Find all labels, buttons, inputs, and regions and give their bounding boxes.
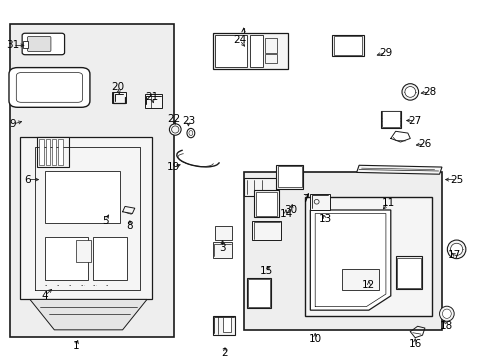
Text: 6: 6 bbox=[24, 175, 31, 185]
Bar bbox=[276, 165, 303, 189]
Text: 27: 27 bbox=[407, 116, 421, 126]
Bar bbox=[144, 94, 161, 108]
Bar bbox=[212, 242, 232, 258]
Text: 15: 15 bbox=[259, 266, 272, 276]
Bar bbox=[251, 221, 281, 240]
Bar bbox=[44, 171, 120, 222]
Bar bbox=[76, 240, 91, 262]
Bar bbox=[45, 139, 50, 165]
Text: 13: 13 bbox=[318, 214, 331, 224]
Text: 22: 22 bbox=[167, 114, 180, 124]
Text: 7: 7 bbox=[302, 194, 308, 204]
Bar bbox=[212, 33, 288, 69]
Bar bbox=[37, 137, 69, 167]
Bar bbox=[264, 38, 277, 53]
Ellipse shape bbox=[442, 309, 450, 318]
Text: 1: 1 bbox=[73, 341, 80, 351]
Bar bbox=[44, 237, 88, 280]
Bar bbox=[215, 35, 246, 67]
Text: 14: 14 bbox=[279, 208, 292, 219]
Text: 20: 20 bbox=[111, 82, 124, 91]
Ellipse shape bbox=[449, 243, 462, 256]
Bar bbox=[396, 257, 420, 288]
Bar bbox=[22, 41, 28, 48]
Bar bbox=[264, 54, 277, 63]
FancyBboxPatch shape bbox=[22, 33, 64, 55]
Text: 21: 21 bbox=[145, 92, 158, 102]
Bar bbox=[246, 278, 271, 309]
Bar bbox=[248, 279, 269, 307]
Bar bbox=[305, 198, 431, 315]
Text: 17: 17 bbox=[447, 250, 460, 260]
Bar bbox=[277, 166, 301, 188]
Bar bbox=[92, 202, 104, 212]
Text: 10: 10 bbox=[308, 334, 321, 344]
Bar bbox=[395, 256, 422, 289]
Text: 8: 8 bbox=[126, 221, 133, 231]
Ellipse shape bbox=[401, 84, 418, 100]
Bar bbox=[250, 35, 262, 67]
Bar bbox=[244, 172, 441, 330]
Text: 12: 12 bbox=[362, 280, 375, 290]
Ellipse shape bbox=[188, 131, 192, 136]
Bar bbox=[333, 36, 361, 55]
Text: 24: 24 bbox=[232, 35, 246, 45]
Bar bbox=[244, 178, 276, 196]
Bar bbox=[310, 194, 329, 210]
Bar bbox=[222, 317, 231, 332]
Text: 4: 4 bbox=[41, 291, 48, 301]
Ellipse shape bbox=[186, 129, 194, 138]
Text: 11: 11 bbox=[381, 198, 394, 208]
FancyBboxPatch shape bbox=[16, 73, 82, 102]
Bar bbox=[58, 139, 62, 165]
Text: 31: 31 bbox=[6, 40, 20, 50]
Text: 30: 30 bbox=[284, 205, 297, 215]
Bar bbox=[93, 237, 127, 280]
Bar bbox=[112, 91, 125, 103]
Ellipse shape bbox=[314, 199, 319, 204]
Polygon shape bbox=[310, 210, 390, 310]
Text: 18: 18 bbox=[439, 321, 452, 331]
Bar bbox=[52, 139, 56, 165]
Text: 26: 26 bbox=[417, 139, 430, 149]
Bar bbox=[341, 269, 378, 291]
Text: 23: 23 bbox=[182, 116, 195, 126]
Bar bbox=[212, 315, 234, 335]
Text: 2: 2 bbox=[221, 348, 228, 358]
Bar bbox=[331, 35, 363, 56]
Bar bbox=[10, 24, 173, 337]
Ellipse shape bbox=[169, 124, 181, 135]
Bar bbox=[380, 111, 400, 128]
Text: 25: 25 bbox=[449, 175, 462, 185]
Polygon shape bbox=[20, 137, 152, 300]
FancyBboxPatch shape bbox=[9, 68, 90, 107]
Bar bbox=[255, 192, 277, 216]
Text: 3: 3 bbox=[219, 243, 225, 253]
Ellipse shape bbox=[439, 306, 453, 321]
Text: 28: 28 bbox=[422, 87, 435, 97]
Bar bbox=[215, 226, 231, 240]
Ellipse shape bbox=[447, 240, 465, 258]
Text: 16: 16 bbox=[407, 339, 421, 349]
Bar bbox=[254, 190, 278, 217]
FancyBboxPatch shape bbox=[27, 36, 51, 51]
Bar bbox=[381, 111, 399, 127]
Polygon shape bbox=[30, 300, 147, 330]
Text: 19: 19 bbox=[167, 162, 180, 172]
Polygon shape bbox=[356, 165, 441, 174]
Text: 9: 9 bbox=[10, 119, 16, 129]
Text: 29: 29 bbox=[379, 48, 392, 58]
Ellipse shape bbox=[171, 126, 179, 133]
Bar bbox=[39, 139, 43, 165]
Ellipse shape bbox=[404, 86, 415, 97]
Text: 5: 5 bbox=[102, 216, 109, 226]
